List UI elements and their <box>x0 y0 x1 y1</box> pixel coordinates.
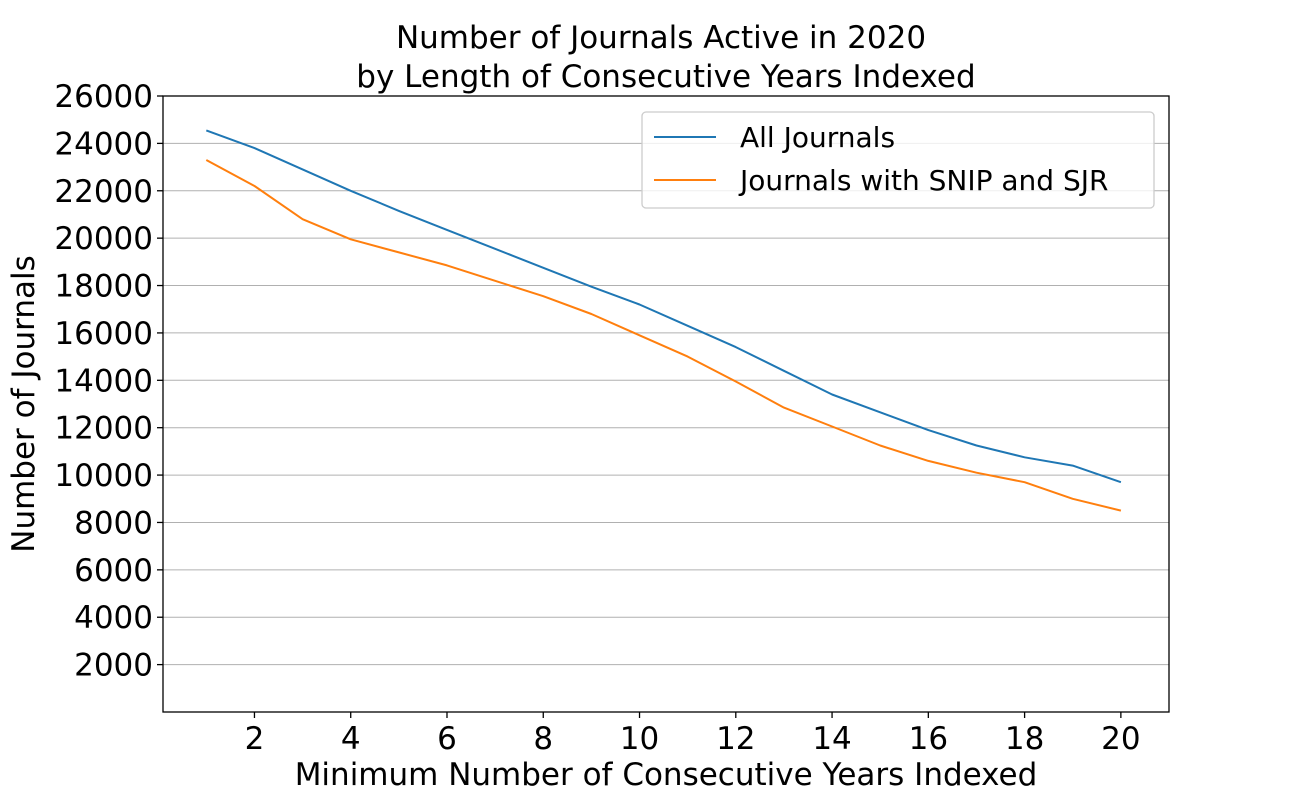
x-axis-ticks: 2 4 6 8 10 12 14 16 18 20 <box>245 712 1141 757</box>
y-tick-label-8000: 8000 <box>74 505 153 541</box>
y-tick-label-18000: 18000 <box>54 269 153 305</box>
x-tick-label-18: 18 <box>1005 721 1044 757</box>
series-line-all-journals <box>205 129 1122 484</box>
x-tick-label-16: 16 <box>909 721 948 757</box>
legend-label-all-journals: All Journals <box>740 121 895 154</box>
x-tick-label-8: 8 <box>533 721 553 757</box>
y-tick-label-26000: 26000 <box>54 79 153 115</box>
x-tick-label-10: 10 <box>620 721 659 757</box>
x-tick-label-2: 2 <box>245 721 265 757</box>
y-tick-label-16000: 16000 <box>54 316 153 352</box>
y-tick-label-10000: 10000 <box>54 458 153 494</box>
y-axis-ticks: 2000 4000 6000 8000 10000 12000 14000 16000 1800… <box>54 79 163 684</box>
chart-title-line-2: by Length of Consecutive Years Indexed <box>356 59 975 95</box>
y-tick-label-2000: 2000 <box>74 648 153 684</box>
series-layer <box>205 129 1122 512</box>
x-tick-label-4: 4 <box>341 721 361 757</box>
x-tick-label-6: 6 <box>437 721 457 757</box>
legend-box <box>641 111 1155 209</box>
chart-title-line-1: Number of Journals Active in 2020 <box>396 20 926 56</box>
y-tick-label-4000: 4000 <box>74 600 153 636</box>
y-tick-label-12000: 12000 <box>54 411 153 447</box>
series-line-journals-with-snip-and-sjr <box>205 159 1122 512</box>
legend-label-snip-sjr: Journals with SNIP and SJR <box>738 164 1108 197</box>
x-axis-title: Minimum Number of Consecutive Years Inde… <box>295 757 1038 793</box>
y-axis-title: Number of Journals <box>6 255 42 552</box>
y-tick-label-24000: 24000 <box>54 126 153 162</box>
y-tick-label-6000: 6000 <box>74 553 153 589</box>
y-tick-label-22000: 22000 <box>54 174 153 210</box>
y-tick-label-20000: 20000 <box>54 221 153 257</box>
x-tick-label-20: 20 <box>1101 721 1140 757</box>
plot-frame <box>162 95 1170 713</box>
y-tick-label-14000: 14000 <box>54 363 153 399</box>
x-tick-label-12: 12 <box>716 721 755 757</box>
x-tick-label-14: 14 <box>812 721 851 757</box>
legend: All Journals Journals with SNIP and SJR <box>641 111 1155 209</box>
